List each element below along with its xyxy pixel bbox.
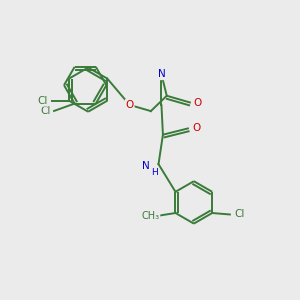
Text: N: N xyxy=(142,160,150,171)
Text: O: O xyxy=(125,100,134,110)
Text: Cl: Cl xyxy=(40,106,51,116)
Text: CH₃: CH₃ xyxy=(141,211,160,221)
Text: O: O xyxy=(192,123,200,133)
Text: Cl: Cl xyxy=(38,96,48,106)
Text: Cl: Cl xyxy=(235,209,245,220)
Text: N: N xyxy=(158,69,165,79)
Text: H: H xyxy=(151,168,158,177)
Text: O: O xyxy=(193,98,201,108)
